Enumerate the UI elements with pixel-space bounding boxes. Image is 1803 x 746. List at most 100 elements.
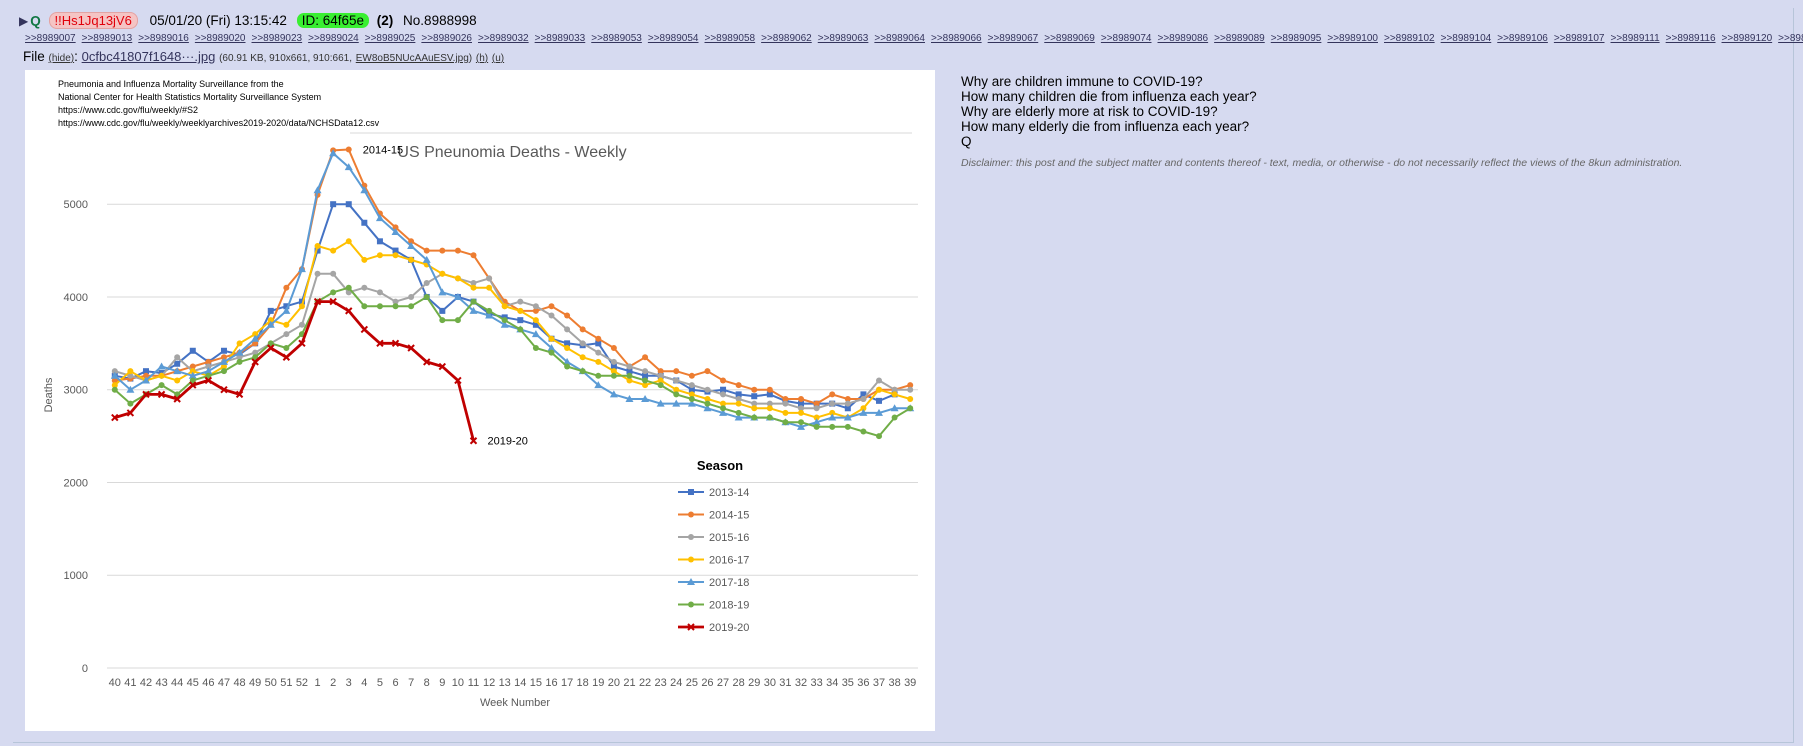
reply-backlink[interactable]: >>8989063: [817, 33, 869, 45]
x-tick-label: 52: [296, 677, 308, 689]
reply-backlink[interactable]: >>8989024: [308, 33, 359, 45]
reply-backlink[interactable]: >>8989107: [1553, 33, 1605, 45]
data-point-x: [157, 390, 166, 399]
data-point-circle: [470, 298, 477, 305]
data-point-triangle: [719, 408, 728, 416]
reply-backlink[interactable]: >>8989089: [1214, 33, 1265, 45]
x-tick-label: 24: [670, 677, 682, 689]
reply-backlink[interactable]: >>8989032: [478, 33, 529, 45]
reply-backlink[interactable]: >>8989054: [647, 33, 699, 45]
data-point-x: [454, 376, 462, 385]
reply-backlink[interactable]: >>8989069: [1044, 33, 1095, 45]
reply-backlink[interactable]: >>8989121: [1778, 33, 1803, 45]
reply-backlink[interactable]: >>8989102: [1384, 33, 1435, 45]
reply-backlink[interactable]: >>8989033: [534, 33, 586, 45]
reply-backlink[interactable]: >>8989095: [1270, 33, 1322, 45]
reply-backlink[interactable]: >>8989067: [987, 33, 1039, 45]
data-point-circle: [673, 377, 680, 384]
reply-backlink[interactable]: >>8989007: [25, 33, 76, 45]
data-point-circle: [454, 317, 461, 324]
data-point-circle: [595, 335, 602, 342]
reply-backlink[interactable]: >>8989025: [364, 33, 416, 45]
legend-item: 2017-18: [678, 577, 749, 589]
hide-file-link[interactable]: (hide): [48, 53, 75, 64]
reply-backlink[interactable]: >>8989062: [761, 33, 812, 45]
x-tick-label: 18: [577, 677, 589, 689]
reply-backlink[interactable]: >>8989013: [81, 33, 133, 45]
x-tick-label: 8: [424, 677, 430, 689]
data-point-circle: [330, 247, 337, 254]
data-point-circle: [876, 386, 883, 393]
original-filename-link[interactable]: EW8oB5NUcAAuESV.jpg: [355, 53, 469, 64]
post-number-link[interactable]: No.8988998: [403, 13, 477, 29]
data-point-circle: [283, 331, 290, 338]
poster-id[interactable]: ID: 64f65e: [296, 13, 370, 29]
data-point-circle: [252, 349, 259, 356]
data-point-circle: [236, 358, 243, 365]
reply-backlink[interactable]: >>8989116: [1665, 33, 1716, 45]
reply-backlink[interactable]: >>8989074: [1100, 33, 1152, 45]
reply-backlink[interactable]: >>8989066: [931, 33, 982, 45]
data-point-circle: [829, 391, 836, 398]
data-point-circle: [907, 405, 914, 412]
data-point-triangle: [188, 371, 197, 379]
data-point-circle: [766, 414, 773, 421]
data-point-triangle: [422, 255, 431, 263]
data-point-x: [189, 381, 197, 389]
post-menu-arrow-icon[interactable]: ▶: [19, 14, 29, 29]
reply-backlink[interactable]: >>8989026: [421, 33, 472, 45]
y-tick-label: 2000: [64, 477, 88, 489]
file-name-link[interactable]: 0cfbc41807f1648···.jpg: [81, 49, 216, 64]
legend-label: 2014-15: [709, 510, 749, 522]
x-tick-label: 20: [608, 677, 620, 689]
data-point-square: [189, 347, 196, 354]
data-point-circle: [610, 372, 617, 379]
data-point-circle: [595, 349, 602, 356]
data-point-circle: [220, 354, 227, 361]
reply-backlink[interactable]: >>8989064: [874, 33, 925, 45]
post-image[interactable]: Pneumonia and Influenza Mortality Survei…: [25, 70, 935, 731]
file-u-link[interactable]: (u): [491, 53, 505, 64]
reply-backlink[interactable]: >>8989100: [1327, 33, 1378, 45]
legend-item: 2019-20: [678, 622, 749, 634]
file-meta-end: ): [468, 53, 473, 64]
data-point-circle: [720, 405, 727, 412]
data-point-circle: [891, 391, 898, 398]
data-point-square: [532, 321, 539, 328]
post-body: Why are children immune to COVID-19? How…: [961, 74, 1781, 171]
x-axis-ticks: 40 41 42 43 44 45 46 47 48 49 50 51 52 1 2 3 4 5 6 7 8 9 10 11 1…: [109, 677, 917, 689]
reply-backlink[interactable]: >>8989111: [1610, 33, 1660, 45]
reply-backlink[interactable]: >>8989053: [591, 33, 642, 45]
pneumonia-deaths-chart: Pneumonia and Influenza Mortality Survei…: [43, 79, 918, 709]
body-line: Why are children immune to COVID-19?: [961, 74, 1203, 89]
reply-backlink[interactable]: >>8989120: [1721, 33, 1773, 45]
file-h-link[interactable]: (h): [475, 53, 489, 64]
data-point-circle: [470, 284, 477, 291]
data-point-x: [298, 339, 306, 348]
x-tick-label: 29: [748, 677, 760, 689]
data-point-triangle: [609, 390, 618, 398]
data-point-circle: [220, 368, 227, 375]
data-point-triangle: [141, 376, 150, 384]
data-point-circle: [174, 354, 181, 361]
reply-backlink[interactable]: >>8989023: [251, 33, 303, 45]
y-tick-label: 1000: [64, 570, 88, 582]
x-tick-label: 14: [514, 677, 526, 689]
reply-backlink[interactable]: >>8989106: [1497, 33, 1548, 45]
reply-backlink[interactable]: >>8989020: [194, 33, 246, 45]
x-tick-label: 22: [639, 677, 651, 689]
body-line: How many elderly die from influenza each…: [961, 119, 1250, 134]
reply-backlink[interactable]: >>8989016: [138, 33, 189, 45]
reply-backlink[interactable]: >>8989086: [1157, 33, 1209, 45]
series-line: [114, 300, 475, 442]
data-point-triangle: [812, 418, 821, 426]
x-tick-label: 39: [904, 677, 916, 689]
data-point-circle: [626, 363, 633, 370]
data-point-triangle: [734, 413, 743, 421]
data-point-triangle: [875, 408, 884, 416]
data-point-circle: [486, 307, 493, 314]
reply-backlink[interactable]: >>8989104: [1440, 33, 1492, 45]
data-point-x: [438, 362, 447, 371]
reply-backlink[interactable]: >>8989058: [704, 33, 756, 45]
x-tick-label: 36: [857, 677, 869, 689]
